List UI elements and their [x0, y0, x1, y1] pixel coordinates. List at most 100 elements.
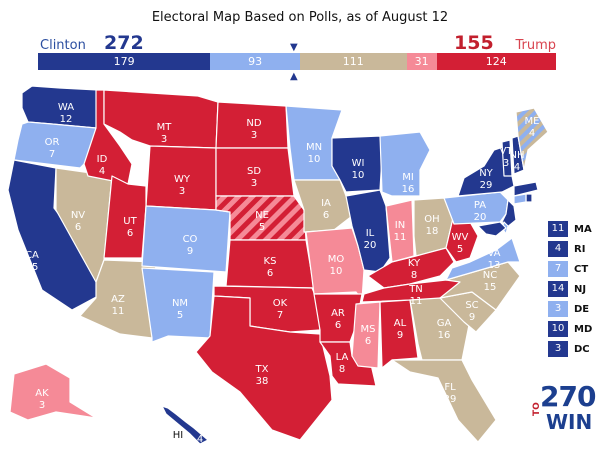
- small-state-votes: 7: [548, 261, 568, 277]
- state-votes-nc: 15: [484, 282, 497, 293]
- state-votes-wv: 5: [457, 244, 463, 255]
- state-votes-ne: 5: [259, 222, 265, 233]
- small-state-row-dc[interactable]: 3 DC: [548, 340, 598, 358]
- trump-label: Trump: [515, 38, 556, 53]
- state-md[interactable]: [477, 221, 507, 237]
- state-votes-ks: 6: [267, 268, 273, 279]
- 270towin-logo: 270 TO WIN: [532, 380, 596, 434]
- state-nm[interactable]: [141, 267, 215, 343]
- small-state-votes: 10: [548, 321, 568, 337]
- clinton-label: Clinton: [40, 38, 86, 53]
- state-votes-mt: 3: [161, 134, 167, 145]
- bar-segment-safe-dem: 179: [38, 53, 211, 70]
- state-votes-ms: 6: [365, 336, 371, 347]
- state-ny[interactable]: [457, 145, 515, 197]
- state-hi[interactable]: [161, 405, 209, 445]
- page-title: Electoral Map Based on Polls, as of Augu…: [151, 10, 449, 25]
- small-state-name: NJ: [574, 283, 587, 295]
- state-label-mt: MT: [157, 122, 173, 133]
- state-votes-ia: 6: [323, 210, 329, 221]
- state-votes-ok: 7: [277, 310, 283, 321]
- electoral-vote-bar: 179 93 111 31 124: [38, 53, 556, 70]
- small-state-votes: 14: [548, 281, 568, 297]
- state-label-il: IL: [366, 228, 375, 239]
- state-al[interactable]: [379, 299, 419, 369]
- state-in[interactable]: [385, 199, 415, 263]
- state-votes-fl: 29: [444, 394, 457, 405]
- state-votes-mo: 10: [330, 266, 343, 277]
- state-va[interactable]: [445, 237, 521, 281]
- state-mi[interactable]: [379, 131, 431, 197]
- state-votes-in: 11: [394, 232, 407, 243]
- midpoint-marker-top-icon: ▼: [290, 42, 298, 53]
- state-label-va: VA: [487, 248, 500, 259]
- state-votes-id: 4: [99, 166, 105, 177]
- state-label-ky: KY: [408, 258, 421, 269]
- state-votes-nm: 5: [177, 310, 183, 321]
- state-vt[interactable]: [501, 139, 513, 177]
- state-label-nc: NC: [483, 270, 497, 281]
- small-state-row-ct[interactable]: 7 CT: [548, 260, 598, 278]
- state-label-co: CO: [183, 234, 198, 245]
- state-label-id: ID: [97, 154, 108, 165]
- state-label-al: AL: [394, 318, 407, 329]
- state-la[interactable]: [319, 341, 377, 387]
- small-state-row-de[interactable]: 3 DE: [548, 300, 598, 318]
- small-state-name: MD: [574, 323, 593, 335]
- state-ma[interactable]: [513, 181, 539, 197]
- bar-segment-tossup: 111: [299, 53, 407, 70]
- state-label-nm: NM: [172, 298, 188, 309]
- state-nc[interactable]: [439, 261, 521, 311]
- state-votes-la: 8: [339, 364, 345, 375]
- state-label-nh: NH: [510, 150, 525, 161]
- state-votes-ca: 55: [26, 262, 39, 273]
- small-state-name: MA: [574, 223, 592, 235]
- small-state-row-ri[interactable]: 4 RI: [548, 240, 598, 258]
- state-votes-vt: 3: [503, 158, 509, 169]
- state-votes-tn: 11: [410, 296, 423, 307]
- state-votes-mi: 16: [402, 184, 415, 195]
- state-label-ca: CA: [25, 250, 39, 261]
- state-ri[interactable]: [525, 193, 533, 203]
- state-ak[interactable]: [9, 363, 97, 421]
- state-votes-ny: 29: [480, 180, 493, 191]
- small-state-row-ma[interactable]: 11 MA: [548, 220, 598, 238]
- state-label-in: IN: [395, 220, 405, 231]
- state-label-fl: FL: [444, 382, 456, 393]
- state-ms[interactable]: [351, 301, 381, 369]
- state-votes-sc: 9: [469, 312, 475, 323]
- state-co[interactable]: [141, 205, 231, 273]
- state-votes-oh: 18: [426, 226, 439, 237]
- bar-segment-likely-dem: 93: [210, 53, 300, 70]
- small-state-name: DC: [574, 343, 590, 355]
- state-label-ar: AR: [331, 308, 345, 319]
- state-label-ms: MS: [361, 324, 376, 335]
- state-me[interactable]: [515, 107, 549, 171]
- state-label-az: AZ: [111, 294, 125, 305]
- state-label-ks: KS: [264, 256, 277, 267]
- state-label-wy: WY: [174, 174, 191, 185]
- state-ct[interactable]: [513, 193, 527, 205]
- small-state-votes: 11: [548, 221, 568, 237]
- state-votes-nd: 3: [251, 130, 257, 141]
- state-votes-ak: 3: [39, 400, 45, 411]
- small-state-row-nj[interactable]: 14 NJ: [548, 280, 598, 298]
- state-tx[interactable]: [195, 295, 333, 441]
- state-label-ny: NY: [479, 168, 493, 179]
- state-votes-il: 20: [364, 240, 377, 251]
- state-votes-wa: 12: [60, 114, 73, 125]
- state-votes-ga: 16: [438, 330, 451, 341]
- state-label-wv: WV: [452, 232, 469, 243]
- state-label-mi: MI: [402, 172, 414, 183]
- state-label-nd: ND: [246, 118, 261, 129]
- state-fl[interactable]: [391, 359, 497, 443]
- small-state-votes: 3: [548, 341, 568, 357]
- state-label-nv: NV: [71, 210, 85, 221]
- state-label-ga: GA: [437, 318, 452, 329]
- state-votes-nh: 4: [514, 162, 520, 173]
- state-ca[interactable]: [7, 159, 103, 311]
- state-votes-al: 9: [397, 330, 403, 341]
- small-state-row-md[interactable]: 10 MD: [548, 320, 598, 338]
- state-label-ne: NE: [255, 210, 269, 221]
